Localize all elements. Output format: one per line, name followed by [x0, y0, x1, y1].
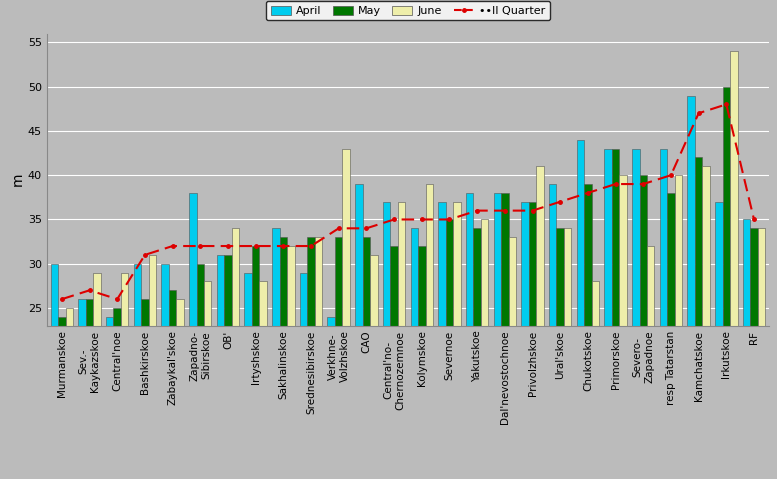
Bar	[521, 202, 529, 479]
Bar	[466, 193, 473, 479]
Bar	[370, 255, 378, 479]
Bar	[446, 219, 453, 479]
Bar	[93, 273, 101, 479]
Bar	[730, 51, 737, 479]
Bar	[315, 237, 322, 479]
Bar	[176, 299, 184, 479]
Bar	[619, 175, 627, 479]
Bar	[307, 237, 315, 479]
Bar	[536, 166, 544, 479]
Bar	[695, 158, 702, 479]
Bar	[280, 237, 287, 479]
Bar	[287, 246, 294, 479]
Bar	[121, 273, 128, 479]
Bar	[577, 140, 584, 479]
Bar	[252, 246, 260, 479]
Bar	[300, 273, 307, 479]
Bar	[78, 299, 85, 479]
Bar	[758, 228, 765, 479]
Bar	[390, 246, 398, 479]
Bar	[134, 264, 141, 479]
Bar	[85, 299, 93, 479]
Bar	[58, 317, 65, 479]
Bar	[363, 237, 370, 479]
Bar	[702, 166, 710, 479]
Bar	[751, 228, 758, 479]
Bar	[272, 228, 280, 479]
Bar	[232, 228, 239, 479]
Bar	[639, 175, 647, 479]
Bar	[715, 202, 723, 479]
Bar	[426, 184, 433, 479]
Bar	[549, 184, 556, 479]
Bar	[584, 184, 591, 479]
Bar	[217, 255, 225, 479]
Bar	[169, 290, 176, 479]
Bar	[723, 87, 730, 479]
Bar	[674, 175, 682, 479]
Bar	[501, 193, 509, 479]
Bar	[453, 202, 461, 479]
Bar	[556, 228, 564, 479]
Bar	[355, 184, 363, 479]
Bar	[529, 202, 536, 479]
Bar	[141, 299, 148, 479]
Bar	[51, 264, 58, 479]
Bar	[660, 148, 667, 479]
Bar	[106, 317, 113, 479]
Bar	[65, 308, 73, 479]
Bar	[113, 308, 121, 479]
Bar	[245, 273, 252, 479]
Bar	[632, 148, 639, 479]
Bar	[148, 255, 156, 479]
Bar	[688, 95, 695, 479]
Bar	[418, 246, 426, 479]
Bar	[189, 193, 197, 479]
Bar	[591, 282, 599, 479]
Bar	[398, 202, 406, 479]
Bar	[743, 219, 751, 479]
Bar	[327, 317, 335, 479]
Y-axis label: m: m	[11, 173, 25, 186]
Bar	[564, 228, 571, 479]
Bar	[611, 148, 619, 479]
Bar	[162, 264, 169, 479]
Bar	[509, 237, 516, 479]
Bar	[225, 255, 232, 479]
Bar	[335, 237, 343, 479]
Bar	[493, 193, 501, 479]
Bar	[473, 228, 481, 479]
Bar	[383, 202, 390, 479]
Bar	[481, 219, 489, 479]
Legend: April, May, June, ••II Quarter: April, May, June, ••II Quarter	[266, 1, 550, 21]
Bar	[410, 228, 418, 479]
Bar	[438, 202, 446, 479]
Bar	[343, 148, 350, 479]
Bar	[260, 282, 267, 479]
Bar	[605, 148, 611, 479]
Bar	[204, 282, 211, 479]
Bar	[647, 246, 654, 479]
Bar	[197, 264, 204, 479]
Bar	[667, 193, 674, 479]
